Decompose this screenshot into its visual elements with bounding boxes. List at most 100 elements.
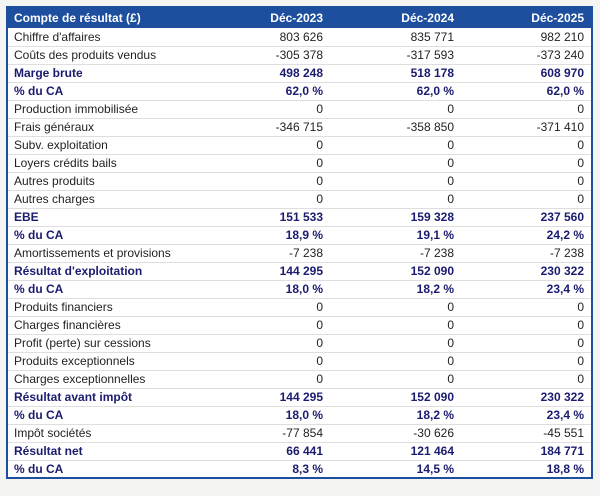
table-row: Loyers crédits bails 0 0 0: [7, 153, 592, 172]
row-value: 0: [461, 171, 592, 190]
row-value: 62,0 %: [330, 81, 461, 100]
row-value: -305 378: [199, 45, 330, 64]
row-value: 0: [330, 189, 461, 208]
row-value: -358 850: [330, 117, 461, 136]
row-value: 144 295: [199, 387, 330, 406]
table-row: Résultat avant impôt 144 295 152 090 230 32…: [7, 387, 592, 406]
table-row: Produits exceptionnels 0 0 0: [7, 351, 592, 370]
row-label: Autres charges: [7, 189, 199, 208]
row-label: Loyers crédits bails: [7, 153, 199, 172]
row-label: Frais généraux: [7, 117, 199, 136]
row-label: Charges exceptionnelles: [7, 369, 199, 388]
row-value: 0: [461, 315, 592, 334]
row-value: 0: [199, 369, 330, 388]
row-value: 14,5 %: [330, 459, 461, 478]
table-header-row: Compte de résultat (£) Déc-2023 Déc-2024 D…: [7, 7, 592, 28]
row-label: Production immobilisée: [7, 99, 199, 118]
row-value: 0: [461, 297, 592, 316]
row-label: Coûts des produits vendus: [7, 45, 199, 64]
table-row: Résultat net 66 441 121 464 184 771: [7, 441, 592, 460]
table-row: % du CA 18,9 % 19,1 % 24,2 %: [7, 225, 592, 244]
row-value: 0: [461, 99, 592, 118]
row-value: 0: [199, 333, 330, 352]
row-label: % du CA: [7, 279, 199, 298]
row-label: Résultat net: [7, 441, 199, 460]
row-value: 237 560: [461, 207, 592, 226]
table-row: Charges financières 0 0 0: [7, 315, 592, 334]
row-value: 498 248: [199, 63, 330, 82]
table-row: Chiffre d'affaires 803 626 835 771 982 210: [7, 28, 592, 46]
table-row: Profit (perte) sur cessions 0 0 0: [7, 333, 592, 352]
row-value: 18,8 %: [461, 459, 592, 478]
row-value: 24,2 %: [461, 225, 592, 244]
row-value: 0: [330, 315, 461, 334]
table-row: Charges exceptionnelles 0 0 0: [7, 369, 592, 388]
table-row: % du CA 8,3 % 14,5 % 18,8 %: [7, 459, 592, 478]
row-value: 803 626: [279, 29, 323, 44]
table-row: Coûts des produits vendus -305 378 -317 59…: [7, 45, 592, 64]
row-value: 0: [461, 135, 592, 154]
row-label: Impôt sociétés: [7, 423, 199, 442]
row-value: -30 626: [330, 423, 461, 442]
table-row: Autres charges 0 0 0: [7, 189, 592, 208]
row-label: Subv. exploitation: [7, 135, 199, 154]
row-value: 144 295: [199, 261, 330, 280]
table-row: Produits financiers 0 0 0: [7, 297, 592, 316]
row-value: 18,0 %: [199, 279, 330, 298]
table-row: Autres produits 0 0 0: [7, 171, 592, 190]
row-value: 0: [199, 297, 330, 316]
row-value: -77 854: [199, 423, 330, 442]
row-value: 0: [199, 135, 330, 154]
table-row: % du CA 62,0 % 62,0 % 62,0 %: [7, 81, 592, 100]
row-label: Charges financières: [7, 315, 199, 334]
row-label: Résultat avant impôt: [7, 387, 199, 406]
row-value: 0: [199, 153, 330, 172]
row-value: 152 090: [330, 387, 461, 406]
row-value: 0: [330, 99, 461, 118]
row-value: 0: [461, 333, 592, 352]
row-value: 230 322: [461, 261, 592, 280]
row-value: 0: [330, 333, 461, 352]
row-label: % du CA: [7, 225, 199, 244]
table-row: Marge brute 498 248 518 178 608 970: [7, 63, 592, 82]
row-value: 23,4 %: [461, 405, 592, 424]
row-value: 0: [199, 99, 330, 118]
row-value: 982 210: [540, 29, 584, 44]
table-row: Résultat d'exploitation 144 295 152 090 230…: [7, 261, 592, 280]
row-value: 151 533: [199, 207, 330, 226]
row-value: 0: [330, 351, 461, 370]
table-row: % du CA 18,0 % 18,2 % 23,4 %: [7, 405, 592, 424]
table-body: Chiffre d'affaires 803 626 835 771 982 210 C…: [7, 28, 592, 478]
row-value: 18,2 %: [330, 279, 461, 298]
column-header-déc-2025: Déc-2025: [461, 7, 592, 28]
table-title: Compte de résultat (£): [7, 7, 199, 28]
row-value: 19,1 %: [330, 225, 461, 244]
row-label: % du CA: [7, 459, 199, 478]
row-value: 0: [199, 189, 330, 208]
row-label: Résultat d'exploitation: [7, 261, 199, 280]
row-value: 0: [461, 351, 592, 370]
table-row: Amortissements et provisions -7 238 -7 238…: [7, 243, 592, 262]
row-value: 0: [330, 153, 461, 172]
row-value: 0: [199, 315, 330, 334]
row-value: 0: [330, 369, 461, 388]
row-value: 18,9 %: [199, 225, 330, 244]
row-value: 152 090: [330, 261, 461, 280]
row-value: 159 328: [330, 207, 461, 226]
row-value: 66 441: [199, 441, 330, 460]
row-value: 62,0 %: [199, 81, 330, 100]
table-row: Production immobilisée 0 0 0: [7, 99, 592, 118]
row-value: 835 771: [410, 29, 454, 44]
row-value: 0: [330, 171, 461, 190]
row-value: 18,2 %: [330, 405, 461, 424]
row-label: Produits financiers: [7, 297, 199, 316]
row-value: 0: [330, 297, 461, 316]
row-value: 121 464: [330, 441, 461, 460]
column-header-déc-2023: Déc-2023: [199, 7, 330, 28]
row-value: 62,0 %: [461, 81, 592, 100]
row-value: 23,4 %: [461, 279, 592, 298]
row-value: 518 178: [330, 63, 461, 82]
table-row: % du CA 18,0 % 18,2 % 23,4 %: [7, 279, 592, 298]
row-label: Profit (perte) sur cessions: [7, 333, 199, 352]
row-value: 0: [199, 351, 330, 370]
